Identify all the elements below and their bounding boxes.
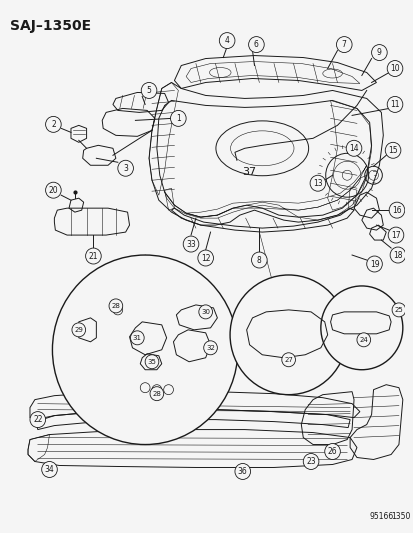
Circle shape [198, 305, 212, 319]
Circle shape [183, 236, 198, 252]
Circle shape [388, 202, 404, 218]
Circle shape [303, 454, 318, 470]
Circle shape [281, 353, 295, 367]
Text: 36: 36 [237, 467, 247, 476]
Circle shape [356, 333, 370, 347]
Circle shape [324, 443, 339, 459]
Circle shape [30, 411, 45, 427]
Circle shape [391, 303, 405, 317]
Circle shape [385, 142, 400, 158]
Circle shape [219, 33, 235, 49]
Text: 31: 31 [133, 335, 142, 341]
Text: 27: 27 [283, 357, 292, 363]
Circle shape [52, 255, 237, 445]
Circle shape [389, 247, 405, 263]
Text: 19: 19 [369, 260, 378, 269]
Text: 35: 35 [147, 359, 156, 365]
Circle shape [345, 140, 361, 156]
Text: 29: 29 [74, 327, 83, 333]
Circle shape [45, 116, 61, 132]
Text: 11: 11 [389, 100, 399, 109]
Text: 95166: 95166 [369, 512, 393, 521]
Text: 28: 28 [111, 303, 120, 309]
Text: 17: 17 [390, 231, 400, 239]
Text: 14: 14 [349, 144, 358, 153]
Circle shape [72, 323, 85, 337]
Circle shape [118, 160, 133, 176]
Text: 10: 10 [389, 64, 399, 73]
Text: 21: 21 [88, 252, 98, 261]
Circle shape [386, 61, 402, 77]
Text: 26: 26 [327, 447, 337, 456]
Text: 13: 13 [312, 179, 322, 188]
Text: 5: 5 [146, 86, 151, 95]
Text: 18: 18 [392, 251, 402, 260]
Text: 32: 32 [206, 345, 214, 351]
Circle shape [320, 286, 402, 370]
Text: 15: 15 [387, 146, 397, 155]
Circle shape [141, 83, 157, 99]
Circle shape [203, 341, 217, 355]
Text: 12: 12 [200, 254, 210, 263]
Circle shape [45, 182, 61, 198]
Circle shape [85, 248, 101, 264]
Text: SAJ–1350E: SAJ–1350E [10, 19, 91, 33]
Text: 28: 28 [152, 391, 161, 397]
Text: 6: 6 [253, 40, 258, 49]
Text: 2: 2 [51, 120, 56, 129]
Text: 1350: 1350 [390, 512, 410, 521]
Circle shape [197, 250, 213, 266]
Circle shape [170, 110, 186, 126]
Text: 3: 3 [123, 164, 128, 173]
Circle shape [145, 355, 159, 369]
Text: 25: 25 [394, 307, 402, 313]
Circle shape [230, 275, 347, 394]
Circle shape [309, 175, 325, 191]
Circle shape [386, 96, 402, 112]
Text: 34: 34 [45, 465, 54, 474]
Text: 37: 37 [242, 167, 256, 177]
Text: 8: 8 [256, 255, 261, 264]
Text: 7: 7 [341, 40, 346, 49]
Circle shape [336, 37, 351, 53]
Text: 1: 1 [176, 114, 180, 123]
Circle shape [251, 252, 266, 268]
Circle shape [150, 386, 163, 401]
Text: 23: 23 [306, 457, 315, 466]
Circle shape [109, 299, 122, 313]
Text: 20: 20 [48, 185, 58, 195]
Text: 22: 22 [33, 415, 43, 424]
Circle shape [371, 45, 386, 61]
Circle shape [130, 331, 144, 345]
Text: 30: 30 [201, 309, 210, 315]
Text: 16: 16 [391, 206, 401, 215]
Circle shape [366, 256, 382, 272]
Text: 24: 24 [358, 337, 367, 343]
Text: 4: 4 [224, 36, 229, 45]
Circle shape [42, 462, 57, 478]
Circle shape [248, 37, 263, 53]
Circle shape [235, 464, 250, 480]
Text: 9: 9 [376, 48, 381, 57]
Circle shape [387, 227, 403, 243]
Text: 33: 33 [186, 239, 195, 248]
